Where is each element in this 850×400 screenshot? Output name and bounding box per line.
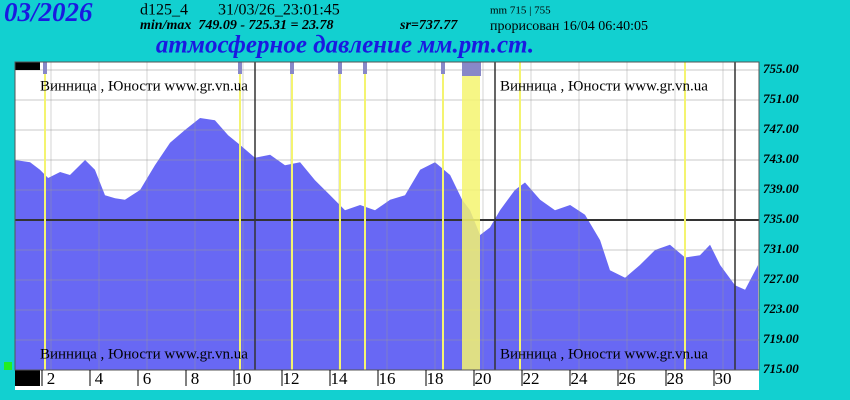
- x-tick-label: 6: [143, 369, 152, 388]
- event-flag: [238, 62, 242, 74]
- corner-block: [15, 62, 40, 70]
- watermark: Винница , Юности www.gr.vn.ua: [40, 78, 248, 94]
- event-flag: [441, 62, 445, 74]
- x-tick-label: 4: [95, 369, 104, 388]
- range-note: mm 715 | 755: [490, 5, 551, 17]
- chart-title: атмосферное давление мм.рт.ст.: [156, 32, 534, 59]
- mean: sr=737.77: [399, 18, 458, 33]
- x-tick-label: 18: [427, 369, 444, 388]
- x-tick-label: 8: [191, 369, 200, 388]
- watermark: Винница , Юности www.gr.vn.ua: [500, 78, 708, 94]
- event-flags: [43, 62, 481, 76]
- event-lines: [44, 62, 686, 370]
- event-flag: [338, 62, 342, 74]
- event-flag: [462, 62, 481, 76]
- y-tick-label: 755.00: [763, 61, 799, 76]
- event-band: [462, 62, 480, 370]
- x-tick-label: 12: [283, 369, 300, 388]
- y-tick-label: 715.00: [763, 361, 799, 376]
- x-tick-label: 28: [667, 369, 684, 388]
- station: d125_4: [140, 2, 188, 19]
- x-tick-label: 14: [331, 369, 349, 388]
- x-tick-label: 26: [619, 369, 636, 388]
- x-tick-label: 10: [235, 369, 252, 388]
- y-tick-label: 719.00: [763, 331, 799, 346]
- y-tick-label: 727.00: [763, 271, 799, 286]
- x-tick-label: 30: [715, 369, 732, 388]
- drawn-time: прорисован 16/04 06:40:05: [490, 19, 648, 34]
- x-tick-label: 2: [47, 369, 56, 388]
- timestamp: 31/03/26_23:01:45: [218, 2, 340, 19]
- event-flag: [43, 62, 47, 74]
- corner-block: [15, 370, 40, 386]
- y-tick-label: 735.00: [763, 211, 799, 226]
- y-tick-label: 739.00: [763, 181, 799, 196]
- x-tick-label: 22: [523, 369, 540, 388]
- y-tick-label: 751.00: [763, 91, 799, 106]
- minmax: min/max 749.09 - 725.31 = 23.78: [140, 18, 333, 33]
- plot-border: [14, 61, 760, 371]
- period: 03/2026: [4, 0, 93, 27]
- y-tick-label: 731.00: [763, 241, 799, 256]
- y-tick-label: 747.00: [763, 121, 799, 136]
- watermark: Винница , Юности www.gr.vn.ua: [40, 346, 248, 362]
- event-flag: [290, 62, 294, 74]
- watermark: Винница , Юности www.gr.vn.ua: [500, 346, 708, 362]
- x-tick-label: 24: [571, 369, 589, 388]
- x-tick-label: 16: [379, 369, 396, 388]
- x-tick-label: 20: [475, 369, 492, 388]
- y-tick-label: 723.00: [763, 301, 799, 316]
- event-flag: [363, 62, 367, 74]
- area: [15, 118, 759, 370]
- marks: [15, 62, 759, 371]
- y-tick-label: 743.00: [763, 151, 799, 166]
- status-square: [4, 362, 12, 370]
